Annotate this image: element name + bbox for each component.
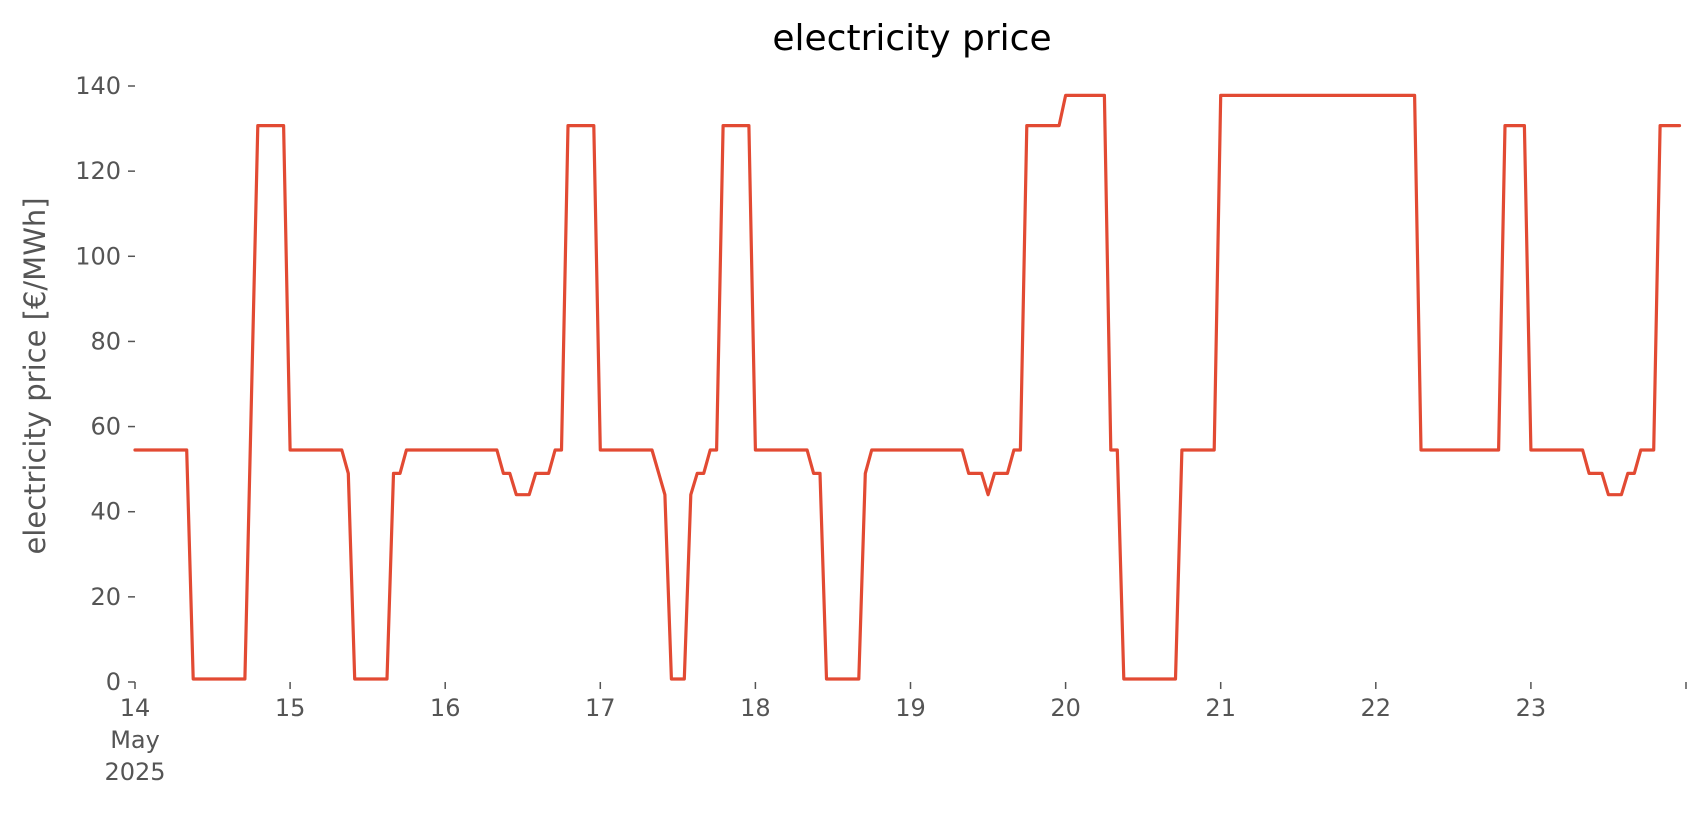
y-tick-label: 120 — [75, 157, 121, 185]
x-axis: 14 May 2025 15 16 17 18 19 20 21 22 23 — [104, 682, 1687, 786]
x-tick-label: 22 — [1361, 694, 1392, 722]
x-tick-label: 17 — [585, 694, 616, 722]
y-axis: 0 20 40 60 80 100 120 140 — [75, 72, 135, 696]
plot-area — [133, 93, 1682, 681]
x-tick-label: 18 — [740, 694, 771, 722]
x-tick-label: 19 — [895, 694, 926, 722]
chart-title: electricity price — [772, 18, 1051, 59]
y-tick-label: 80 — [90, 327, 121, 355]
y-tick-label: 20 — [90, 583, 121, 611]
x-tick-label: 14 — [120, 694, 151, 722]
x-tick-label: 21 — [1205, 694, 1236, 722]
x-tick-label: May — [110, 726, 160, 754]
y-axis-label: electricity price [€/MWh] — [18, 197, 52, 554]
y-tick-label: 0 — [106, 668, 121, 696]
x-tick-label: 2025 — [104, 758, 165, 786]
y-tick-label: 60 — [90, 413, 121, 441]
series-line-0 — [133, 93, 1682, 681]
x-tick-label: 16 — [430, 694, 461, 722]
x-tick-label: 20 — [1050, 694, 1081, 722]
x-tick-label: 23 — [1516, 694, 1547, 722]
y-tick-label: 140 — [75, 72, 121, 100]
x-tick-label: 15 — [275, 694, 306, 722]
y-tick-label: 100 — [75, 242, 121, 270]
y-tick-label: 40 — [90, 498, 121, 526]
